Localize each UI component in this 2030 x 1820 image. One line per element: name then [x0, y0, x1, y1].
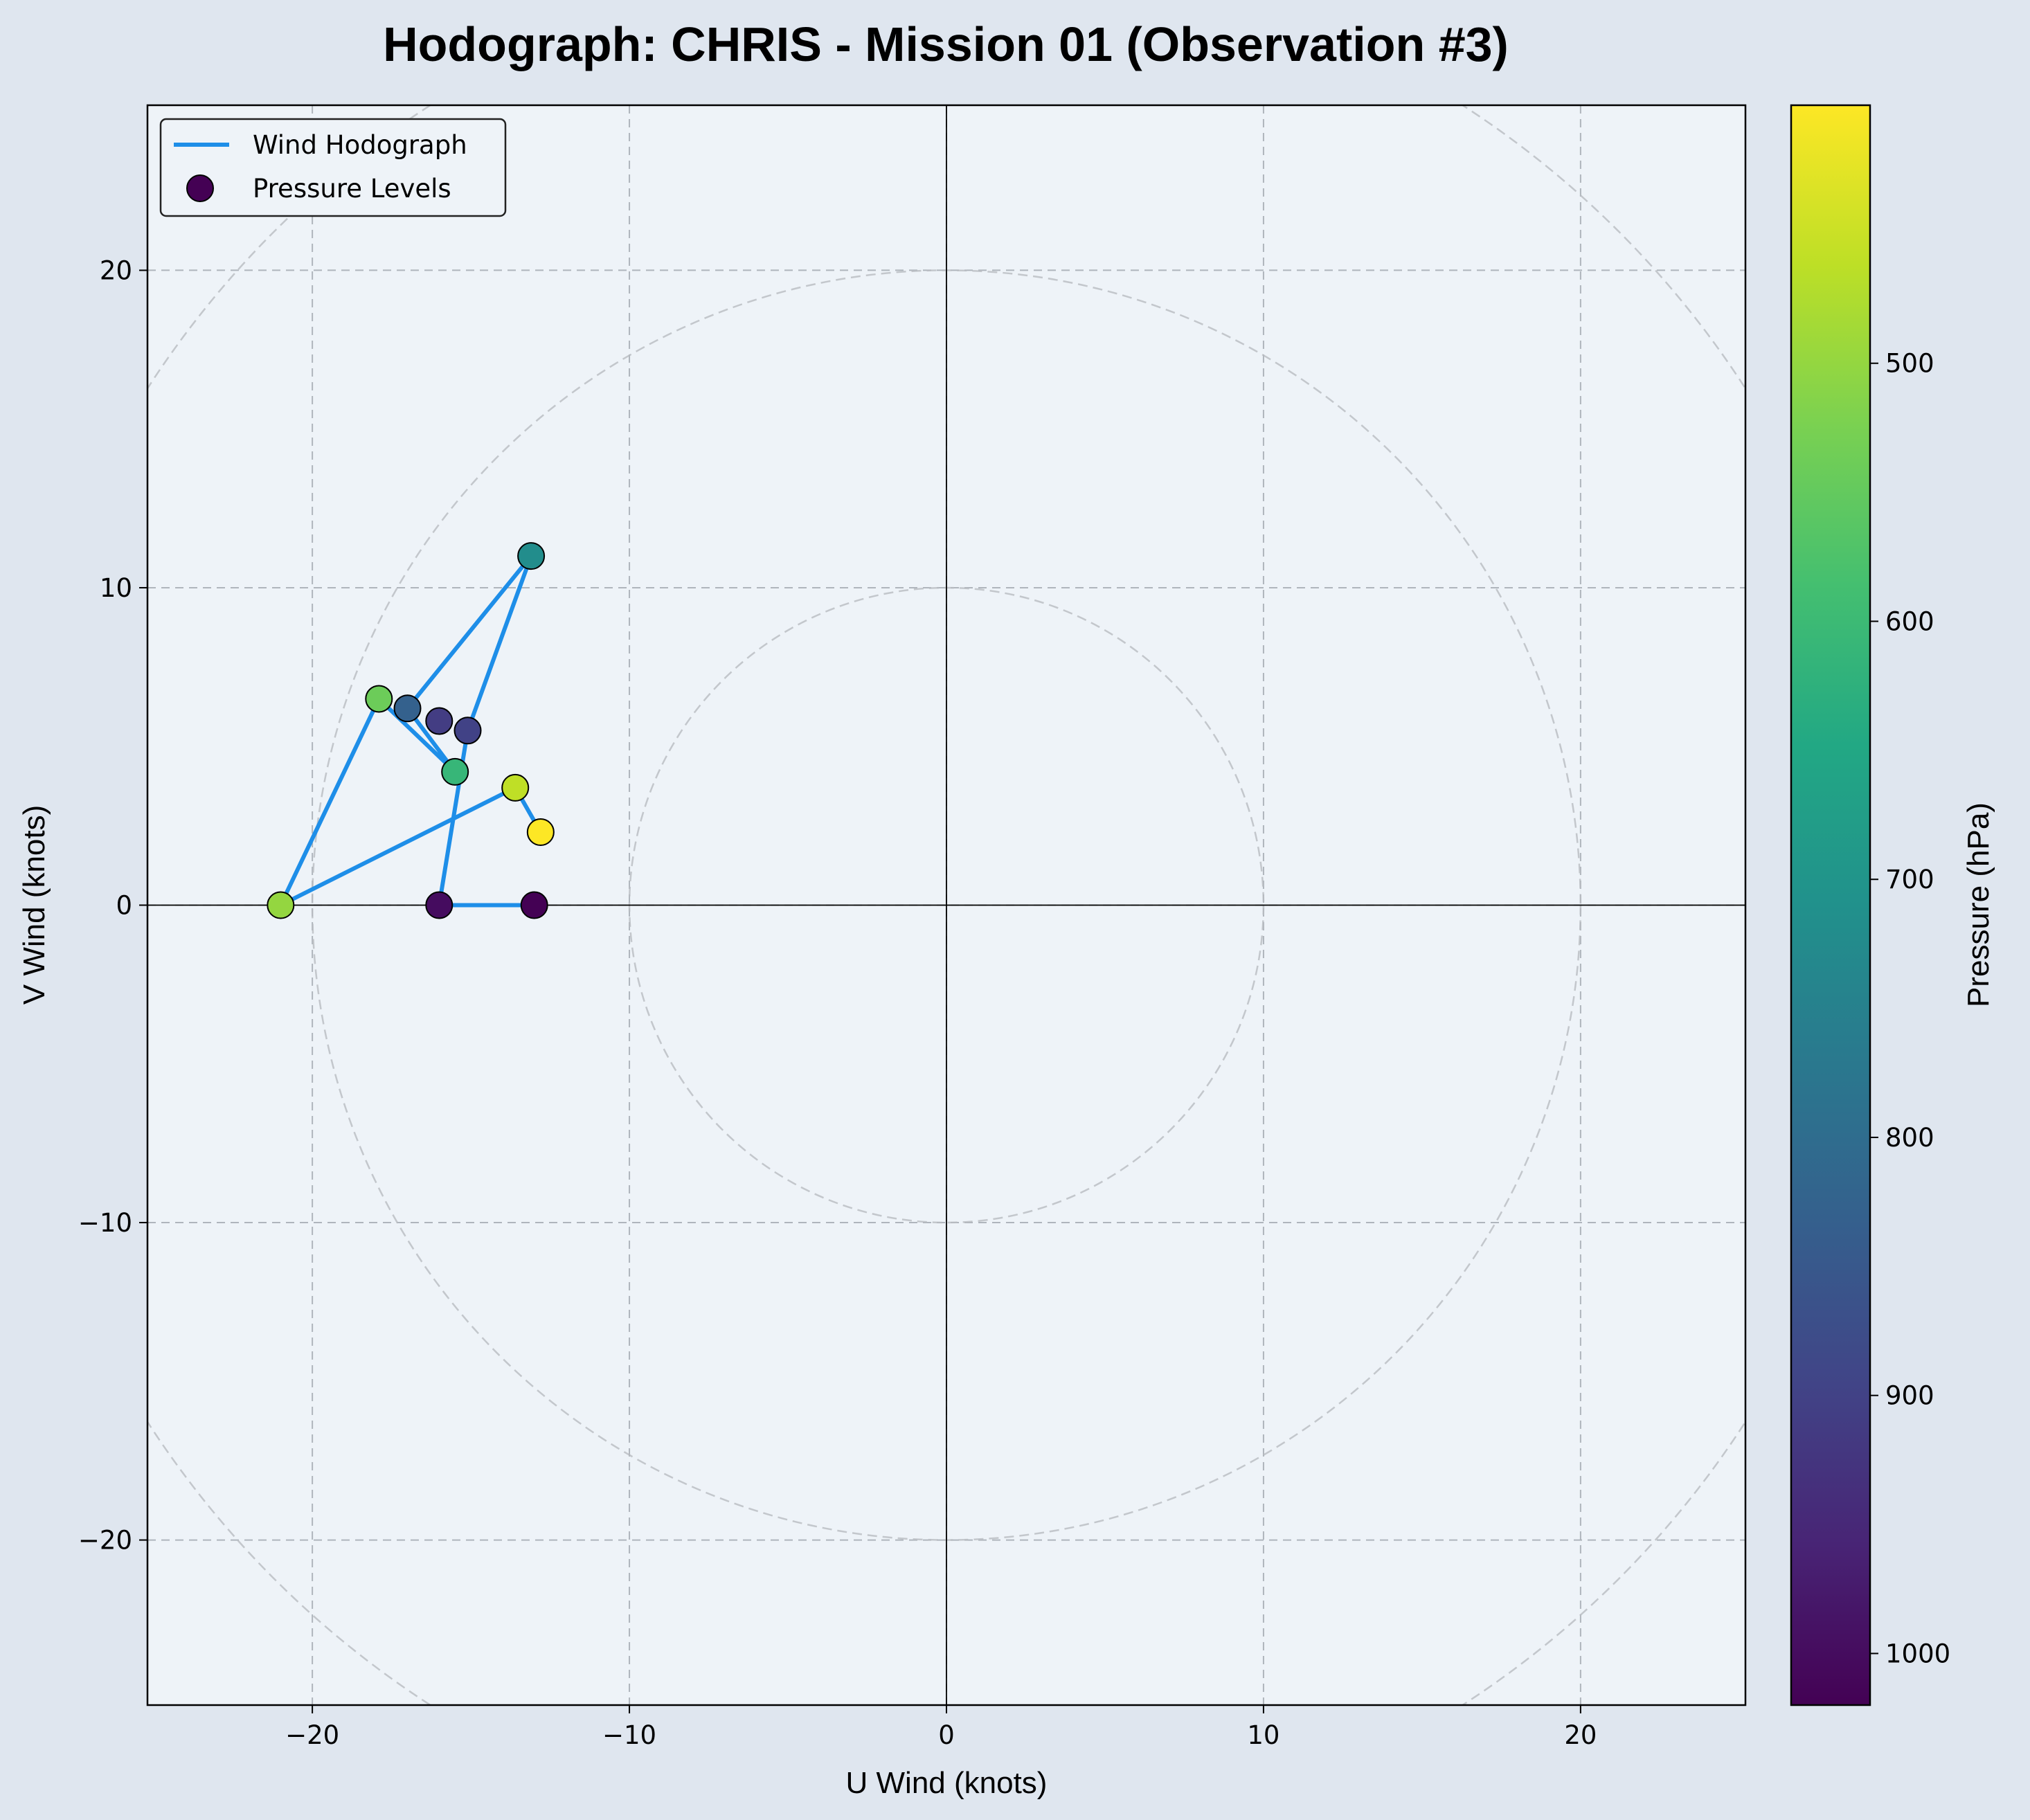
colorbar-tick-label-0: 500	[1885, 349, 1934, 379]
pressure-level-point-6	[441, 757, 469, 786]
x-tick-label-3: 10	[1247, 1720, 1279, 1750]
legend-label-pressure-levels: Pressure Levels	[253, 174, 451, 204]
chart-title: Hodograph: CHRIS - Mission 01 (Observati…	[383, 17, 1509, 71]
colorbar	[1790, 104, 1871, 1706]
x-tick-label-2: 0	[938, 1720, 955, 1750]
y-tick-label-0: −20	[78, 1526, 132, 1556]
y-tick-label-1: −10	[78, 1208, 132, 1238]
legend: Wind Hodograph Pressure Levels	[159, 118, 507, 217]
colorbar-tick-label-5: 1000	[1885, 1639, 1950, 1668]
pressure-level-point-3	[453, 717, 482, 745]
legend-label-wind-hodograph: Wind Hodograph	[253, 130, 467, 160]
x-tick-label-4: 20	[1564, 1720, 1597, 1750]
wind-hodograph-line	[278, 554, 543, 908]
pressure-level-point-7	[365, 685, 393, 713]
x-axis-label: U Wind (knots)	[846, 1766, 1048, 1800]
legend-box	[159, 118, 507, 217]
colorbar-tick-label-4: 900	[1885, 1381, 1934, 1411]
pressure-level-point-0	[520, 891, 548, 919]
y-axis-ticks: −20 −10 0 10 20	[78, 255, 147, 1556]
y-tick-label-3: 10	[100, 573, 132, 603]
pressure-level-point-2	[425, 707, 453, 735]
pressure-level-point-5	[393, 694, 422, 723]
pressure-level-point-9	[501, 773, 530, 802]
pressure-level-point-8	[267, 891, 295, 919]
y-tick-label-2: 0	[116, 891, 132, 921]
colorbar-label: Pressure (hPa)	[1961, 802, 1995, 1007]
pressure-level-point-10	[526, 818, 555, 847]
y-axis-label: V Wind (knots)	[17, 805, 51, 1005]
pressure-level-point-4	[517, 542, 546, 570]
colorbar-tick-label-3: 800	[1885, 1123, 1934, 1153]
zero-axes	[147, 105, 1745, 1705]
pressure-level-point-1	[425, 891, 453, 919]
colorbar-tick-label-2: 700	[1885, 865, 1934, 894]
legend-marker-swatch	[186, 174, 214, 202]
pressure-levels-series	[267, 542, 555, 919]
x-tick-label-1: −10	[602, 1720, 656, 1750]
colorbar-ticks: 500 600 700 800 900 1000	[1870, 349, 1950, 1668]
colorbar-tick-label-1: 600	[1885, 606, 1934, 636]
x-tick-label-0: −20	[285, 1720, 339, 1750]
wind-hodograph-series	[278, 554, 543, 908]
y-tick-label-4: 20	[100, 255, 132, 285]
x-axis-ticks: −20 −10 0 10 20	[285, 1705, 1597, 1750]
